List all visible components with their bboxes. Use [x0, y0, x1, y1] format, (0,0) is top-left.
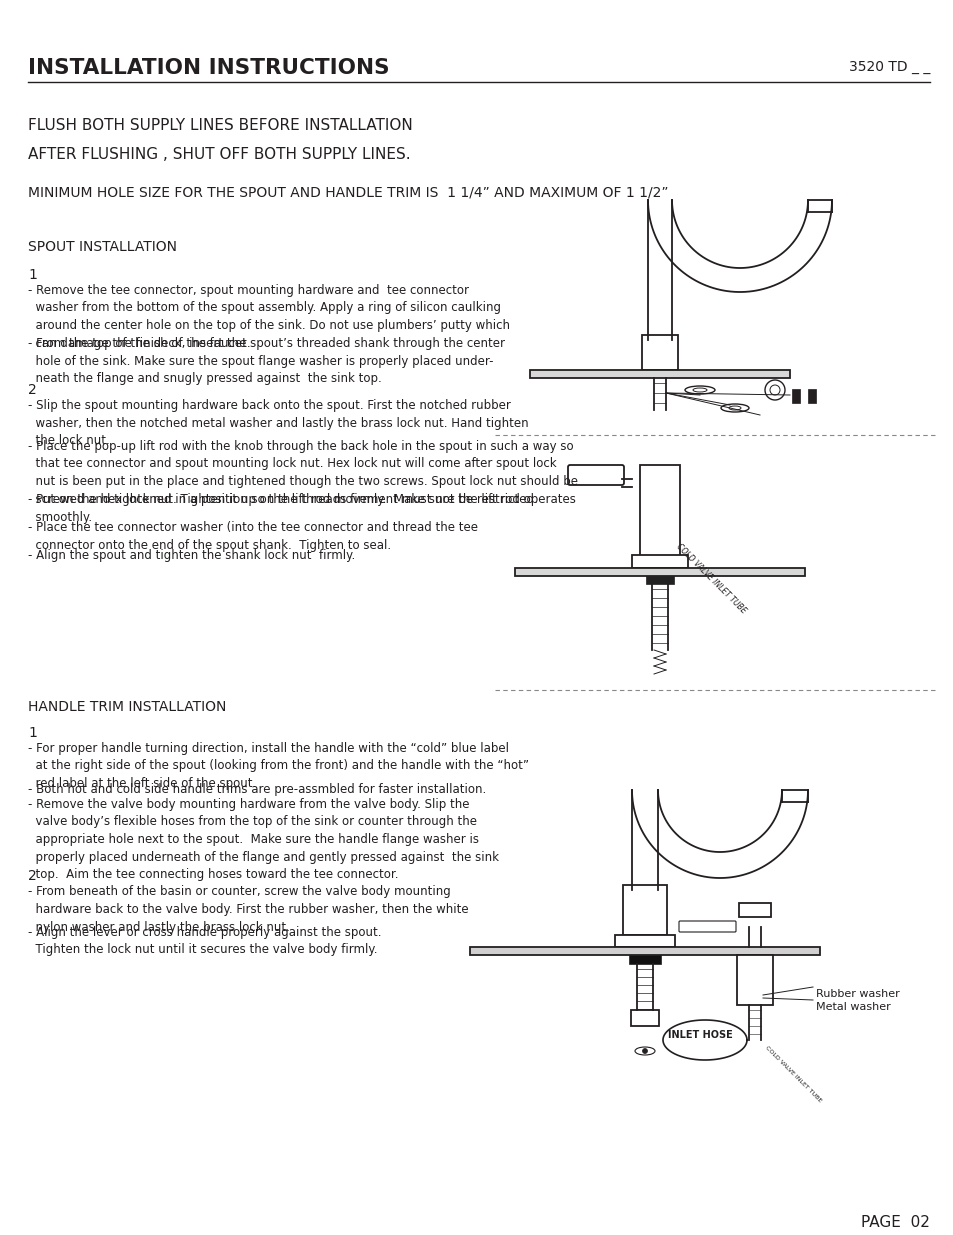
Bar — [470, 947, 820, 955]
Text: Metal washer: Metal washer — [815, 1002, 890, 1011]
Ellipse shape — [684, 387, 714, 394]
Ellipse shape — [720, 404, 748, 412]
Text: AFTER FLUSHING , SHUT OFF BOTH SUPPLY LINES.: AFTER FLUSHING , SHUT OFF BOTH SUPPLY LI… — [28, 147, 410, 162]
Text: COLD VALVE INLET TUBE: COLD VALVE INLET TUBE — [675, 542, 747, 615]
Text: 3520 TD _ _: 3520 TD _ _ — [848, 61, 929, 74]
Text: HANDLE TRIM INSTALLATION: HANDLE TRIM INSTALLATION — [28, 700, 226, 714]
Bar — [807, 389, 815, 403]
Text: - From beneath of the basin or counter, screw the valve body mounting
  hardware: - From beneath of the basin or counter, … — [28, 885, 468, 934]
Bar — [628, 955, 660, 965]
Circle shape — [641, 1049, 647, 1053]
Text: COLD VALVE INLET TUBE: COLD VALVE INLET TUBE — [763, 1045, 821, 1103]
Text: FLUSH BOTH SUPPLY LINES BEFORE INSTALLATION: FLUSH BOTH SUPPLY LINES BEFORE INSTALLAT… — [28, 119, 413, 133]
Bar — [639, 466, 679, 564]
Bar — [622, 885, 666, 935]
Bar — [631, 555, 687, 568]
Text: 2: 2 — [28, 869, 37, 883]
Text: - Align the lever or cross handle properly against the spout.
  Tighten the lock: - Align the lever or cross handle proper… — [28, 926, 381, 956]
Bar — [530, 370, 789, 378]
Bar — [737, 955, 772, 1005]
Text: SPOUT INSTALLATION: SPOUT INSTALLATION — [28, 240, 177, 254]
Bar — [645, 576, 673, 584]
Bar — [515, 568, 804, 576]
Ellipse shape — [635, 1047, 655, 1055]
Text: 1: 1 — [28, 268, 37, 282]
Text: 1: 1 — [28, 726, 37, 740]
Ellipse shape — [728, 406, 740, 410]
FancyBboxPatch shape — [679, 921, 735, 932]
Text: INSTALLATION INSTRUCTIONS: INSTALLATION INSTRUCTIONS — [28, 58, 389, 78]
Text: MINIMUM HOLE SIZE FOR THE SPOUT AND HANDLE TRIM IS  1 1/4” AND MAXIMUM OF 1 1/2”: MINIMUM HOLE SIZE FOR THE SPOUT AND HAND… — [28, 185, 668, 199]
FancyBboxPatch shape — [567, 466, 623, 485]
Text: - Align the spout and tighten the shank lock nut  firmly.: - Align the spout and tighten the shank … — [28, 550, 355, 562]
Text: - Place the pop-up lift rod with the knob through the back hole in the spout in : - Place the pop-up lift rod with the kno… — [28, 440, 578, 505]
Text: 2: 2 — [28, 384, 37, 398]
Bar — [739, 903, 770, 918]
Bar — [630, 1010, 659, 1026]
Text: Rubber washer: Rubber washer — [815, 989, 899, 999]
Text: - For proper handle turning direction, install the handle with the “cold” blue l: - For proper handle turning direction, i… — [28, 742, 529, 790]
Ellipse shape — [692, 388, 706, 391]
Circle shape — [764, 380, 784, 400]
Text: PAGE  02: PAGE 02 — [861, 1215, 929, 1230]
Bar — [641, 335, 678, 370]
Circle shape — [769, 385, 780, 395]
Bar — [615, 935, 675, 947]
Text: - Remove the tee connector, spout mounting hardware and  tee connector
  washer : - Remove the tee connector, spout mounti… — [28, 284, 510, 350]
Text: - Put on the hex lock nut. Tighten it up on the threads firmly.  Make sure the l: - Put on the hex lock nut. Tighten it up… — [28, 493, 576, 524]
Text: - Place the tee connector washer (into the tee connector and thread the tee
  co: - Place the tee connector washer (into t… — [28, 521, 477, 552]
Text: - Both hot and cold side handle trims are pre-assmbled for faster installation.: - Both hot and cold side handle trims ar… — [28, 783, 486, 795]
Text: - Remove the valve body mounting hardware from the valve body. Slip the
  valve : - Remove the valve body mounting hardwar… — [28, 798, 498, 881]
Text: INLET HOSE: INLET HOSE — [667, 1030, 732, 1040]
Text: - From the top of the deck, insert the spout’s threaded shank through the center: - From the top of the deck, insert the s… — [28, 337, 504, 385]
Text: - Slip the spout mounting hardware back onto the spout. First the notched rubber: - Slip the spout mounting hardware back … — [28, 399, 528, 447]
Bar — [791, 389, 800, 403]
